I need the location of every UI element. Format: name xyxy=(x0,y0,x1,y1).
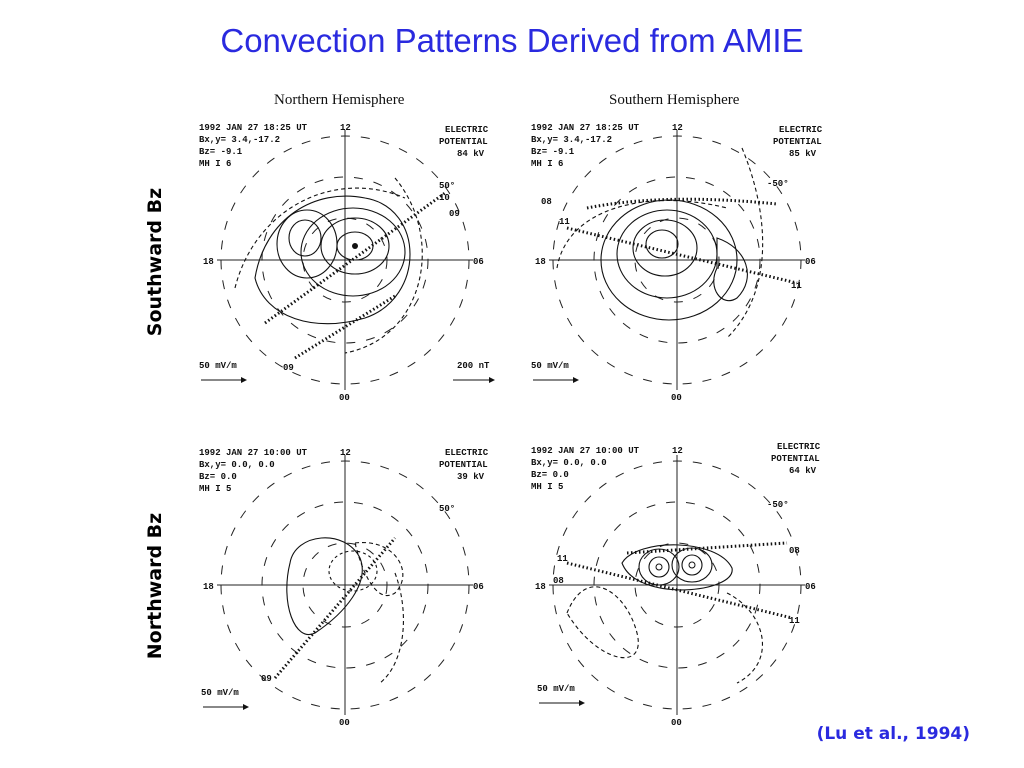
hour-12: 12 xyxy=(672,446,683,456)
satellite-tracks xyxy=(566,197,798,285)
potential-line-1: ELECTRIC xyxy=(777,443,821,452)
info-line-2: Bx,y= 3.4,-17.2 xyxy=(531,135,612,145)
info-line-1: 1992 JAN 27 10:00 UT xyxy=(531,446,640,456)
potential-line-2: POTENTIAL xyxy=(773,137,822,147)
potential-contours xyxy=(234,177,423,354)
track-mark: 08 xyxy=(553,576,564,586)
info-line-2: Bx,y= 0.0, 0.0 xyxy=(531,458,607,468)
hour-06: 06 xyxy=(805,582,816,592)
hour-18: 18 xyxy=(535,257,546,267)
latitude-label: 50° xyxy=(439,504,455,514)
southern-hemisphere-label: Southern Hemisphere xyxy=(609,92,740,108)
polar-grid xyxy=(549,130,805,390)
hour-06: 06 xyxy=(805,257,816,267)
info-line-4: MH I 6 xyxy=(531,159,563,169)
hour-00: 00 xyxy=(339,393,350,403)
track-mark: 09 xyxy=(283,363,294,373)
satellite-tracks xyxy=(566,541,793,620)
info-line-2: Bx,y= 0.0, 0.0 xyxy=(199,460,275,470)
center-markers xyxy=(655,561,696,571)
potential-line-1: ELECTRIC xyxy=(445,448,489,458)
info-line-3: Bz= -9.1 xyxy=(531,147,575,157)
panel-north-southern: 1992 JAN 27 10:00 UT Bx,y= 0.0, 0.0 Bz= … xyxy=(531,443,821,728)
track-mark: 11 xyxy=(791,281,802,291)
field-scale-label: 200 nT xyxy=(457,361,490,371)
scale-label: 50 mV/m xyxy=(537,684,575,694)
track-mark: 11 xyxy=(559,217,570,227)
info-line-3: Bz= 0.0 xyxy=(199,472,237,482)
polar-grid xyxy=(549,455,805,715)
hour-18: 18 xyxy=(203,257,214,267)
track-mark: 09 xyxy=(449,209,460,219)
potential-value: 39 kV xyxy=(457,472,485,482)
info-line-3: Bz= 0.0 xyxy=(531,470,569,480)
info-line-4: MH I 6 xyxy=(199,159,231,169)
info-line-3: Bz= -9.1 xyxy=(199,147,243,157)
hour-12: 12 xyxy=(340,448,351,458)
track-mark: 11 xyxy=(557,554,568,564)
potential-line-1: ELECTRIC xyxy=(445,125,489,135)
track-mark: 08 xyxy=(541,197,552,207)
polar-grid xyxy=(217,455,473,715)
info-line-4: MH I 5 xyxy=(531,482,563,492)
latitude-label: -50° xyxy=(767,500,789,510)
latitude-label: 50° xyxy=(439,181,455,191)
satellite-tracks xyxy=(273,537,397,679)
scale-label: 50 mV/m xyxy=(201,688,239,698)
info-line-1: 1992 JAN 27 18:25 UT xyxy=(531,123,640,133)
track-mark: 08 xyxy=(789,546,800,556)
potential-line-2: POTENTIAL xyxy=(439,137,488,147)
hour-18: 18 xyxy=(535,582,546,592)
satellite-tracks xyxy=(264,191,446,360)
hour-00: 00 xyxy=(339,718,350,728)
hour-06: 06 xyxy=(473,582,484,592)
track-mark: 09 xyxy=(261,674,272,684)
track-mark: 10 xyxy=(439,193,450,203)
citation: (Lu et al., 1994) xyxy=(816,724,970,744)
origin-marker xyxy=(352,243,358,249)
hour-12: 12 xyxy=(340,123,351,133)
potential-value: 64 kV xyxy=(789,466,817,476)
info-line-4: MH I 5 xyxy=(199,484,231,494)
hour-00: 00 xyxy=(671,718,682,728)
potential-line-2: POTENTIAL xyxy=(771,454,820,464)
latitude-label: -50° xyxy=(767,179,789,189)
info-line-2: Bx,y= 3.4,-17.2 xyxy=(199,135,280,145)
row-label-southward-bz: Southward Bz xyxy=(144,187,166,337)
potential-contours xyxy=(286,537,404,684)
hour-06: 06 xyxy=(473,257,484,267)
panel-north-northern: 1992 JAN 27 10:00 UT Bx,y= 0.0, 0.0 Bz= … xyxy=(199,448,489,728)
hour-12: 12 xyxy=(672,123,683,133)
track-mark: 11 xyxy=(789,616,800,626)
panel-south-southern: 1992 JAN 27 18:25 UT Bx,y= 3.4,-17.2 Bz=… xyxy=(531,123,823,403)
panel-south-northern: 1992 JAN 27 18:25 UT Bx,y= 3.4,-17.2 Bz=… xyxy=(199,123,495,403)
polar-grid xyxy=(217,130,473,390)
info-line-1: 1992 JAN 27 10:00 UT xyxy=(199,448,308,458)
scale-label: 50 mV/m xyxy=(531,361,569,371)
northern-hemisphere-label: Northern Hemisphere xyxy=(274,92,405,108)
row-label-northward-bz: Northward Bz xyxy=(144,512,166,660)
potential-line-2: POTENTIAL xyxy=(439,460,488,470)
scale-label: 50 mV/m xyxy=(199,361,237,371)
hour-00: 00 xyxy=(671,393,682,403)
hour-18: 18 xyxy=(203,582,214,592)
slide-title: Convection Patterns Derived from AMIE xyxy=(220,22,804,59)
potential-value: 85 kV xyxy=(789,149,817,159)
potential-line-1: ELECTRIC xyxy=(779,125,823,135)
potential-contours xyxy=(556,147,764,339)
potential-value: 84 kV xyxy=(457,149,485,159)
info-line-1: 1992 JAN 27 18:25 UT xyxy=(199,123,308,133)
